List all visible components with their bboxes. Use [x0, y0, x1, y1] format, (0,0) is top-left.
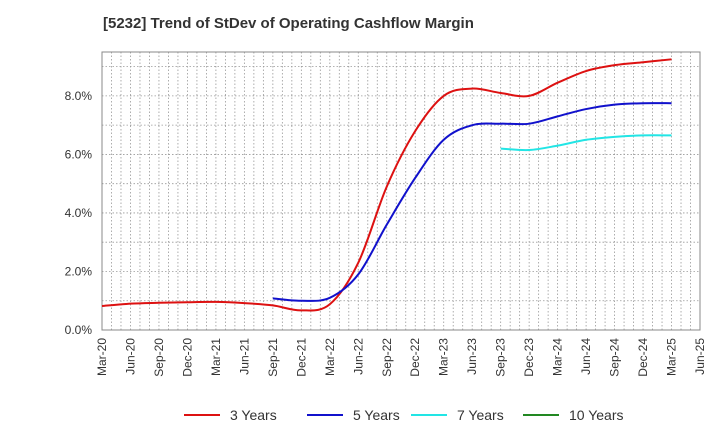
x-tick-label: Mar-25	[665, 338, 679, 376]
legend-item-7-years: 7 Years	[411, 404, 504, 426]
y-tick-label: 6.0%	[65, 147, 93, 161]
series-line-7-years	[500, 134, 672, 152]
x-tick-label: Mar-20	[95, 338, 109, 376]
legend-swatch	[523, 414, 559, 416]
x-tick-label: Dec-23	[522, 338, 536, 377]
legend-swatch	[307, 414, 343, 416]
series-line-5-years	[272, 102, 672, 302]
x-tick-label: Jun-25	[693, 338, 707, 375]
grid	[101, 52, 701, 330]
legend-item-5-years: 5 Years	[307, 404, 400, 426]
x-tick-label: Jun-22	[351, 338, 365, 375]
chart-title: [5232] Trend of StDev of Operating Cashf…	[103, 15, 474, 32]
x-axis: Mar-20 Jun-20 Sep-20 Dec-20 Mar-21 Jun-21 Sep-…	[95, 338, 707, 377]
y-axis: 0.0% 2.0% 4.0% 6.0% 8.0%	[65, 89, 93, 337]
y-tick-label: 0.0%	[65, 323, 93, 337]
x-tick-label: Dec-21	[294, 338, 308, 377]
y-tick-label: 8.0%	[65, 89, 93, 103]
x-tick-label: Sep-24	[608, 338, 622, 377]
y-tick-label: 2.0%	[65, 264, 93, 278]
x-tick-label: Dec-24	[636, 338, 650, 377]
y-tick-label: 4.0%	[65, 206, 93, 220]
legend-item-3-years: 3 Years	[184, 404, 277, 426]
x-tick-label: Mar-23	[437, 338, 451, 376]
legend-label: 5 Years	[353, 407, 400, 423]
legend-swatch	[184, 414, 220, 416]
series-layer	[101, 58, 672, 312]
x-tick-label: Sep-21	[266, 338, 280, 377]
x-tick-label: Dec-22	[408, 338, 422, 377]
plot-frame	[101, 51, 701, 331]
x-tick-label: Jun-23	[465, 338, 479, 375]
legend-label: 3 Years	[230, 407, 277, 423]
x-tick-label: Sep-22	[380, 338, 394, 377]
legend: 3 Years 5 Years 7 Years 10 Years	[0, 404, 720, 426]
x-tick-label: Sep-23	[494, 338, 508, 377]
legend-item-10-years: 10 Years	[523, 404, 624, 426]
x-tick-label: Sep-20	[152, 338, 166, 377]
legend-label: 10 Years	[569, 407, 624, 423]
x-tick-label: Jun-24	[579, 338, 593, 375]
x-tick-label: Mar-21	[209, 338, 223, 376]
legend-label: 7 Years	[457, 407, 504, 423]
x-tick-label: Dec-20	[180, 338, 194, 377]
series-line-3-years	[101, 58, 672, 312]
x-tick-label: Mar-24	[551, 338, 565, 376]
x-tick-label: Jun-21	[237, 338, 251, 375]
legend-swatch	[411, 414, 447, 416]
x-tick-label: Mar-22	[323, 338, 337, 376]
x-tick-label: Jun-20	[123, 338, 137, 375]
